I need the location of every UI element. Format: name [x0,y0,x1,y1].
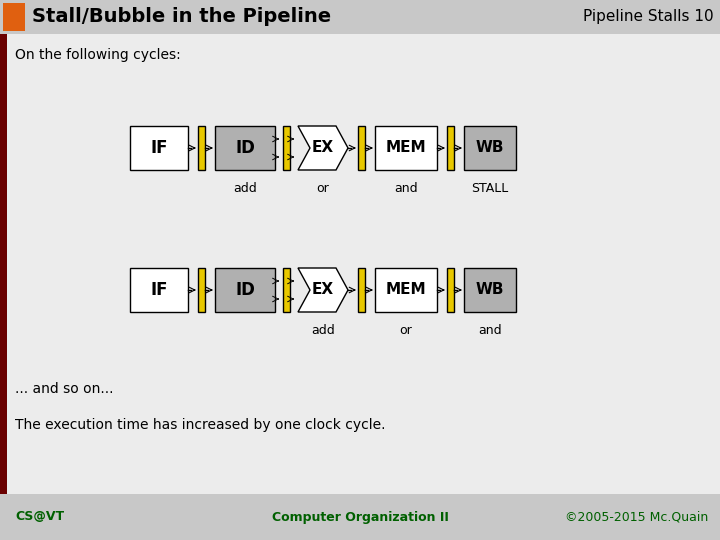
Polygon shape [298,126,348,170]
Bar [283,126,290,170]
Text: EX: EX [312,282,334,298]
Text: On the following cycles:: On the following cycles: [15,48,181,62]
Text: WB: WB [476,282,504,298]
Text: ©2005-2015 Mc.Quain: ©2005-2015 Mc.Quain [564,510,708,523]
Text: add: add [311,324,335,337]
Text: MEM: MEM [386,282,426,298]
Bar [0,34,7,540]
Text: or: or [400,324,413,337]
Text: or: or [317,182,329,195]
Bar [375,126,437,170]
Text: MEM: MEM [386,140,426,156]
Bar [7,34,720,494]
Bar [358,268,365,312]
Text: WB: WB [476,140,504,156]
Text: and: and [478,324,502,337]
Polygon shape [298,268,348,312]
Bar [130,126,188,170]
Text: IF: IF [150,281,168,299]
Text: ID: ID [235,281,255,299]
Bar [464,268,516,312]
Text: and: and [394,182,418,195]
Bar [0,494,720,540]
Bar [3,3,25,31]
Text: STALL: STALL [472,182,508,195]
Text: Stall/Bubble in the Pipeline: Stall/Bubble in the Pipeline [32,8,331,26]
Text: Computer Organization II: Computer Organization II [271,510,449,523]
Bar [447,126,454,170]
Text: ... and so on...: ... and so on... [15,382,114,396]
Bar [375,268,437,312]
Text: CS@VT: CS@VT [15,510,64,523]
Text: Pipeline Stalls 10: Pipeline Stalls 10 [583,10,714,24]
Text: IF: IF [150,139,168,157]
Bar [358,126,365,170]
Bar [283,268,290,312]
Bar [215,126,275,170]
Bar [198,126,205,170]
Text: The execution time has increased by one clock cycle.: The execution time has increased by one … [15,418,385,432]
Bar [130,268,188,312]
Bar [198,268,205,312]
Bar [215,268,275,312]
Bar [0,0,720,34]
Text: add: add [233,182,257,195]
Bar [464,126,516,170]
Text: ID: ID [235,139,255,157]
Bar [447,268,454,312]
Text: EX: EX [312,140,334,156]
